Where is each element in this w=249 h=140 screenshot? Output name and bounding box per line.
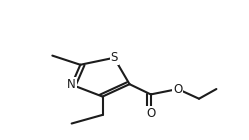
Text: O: O	[173, 82, 183, 95]
Text: O: O	[146, 107, 155, 120]
Text: N: N	[67, 78, 76, 91]
Text: S: S	[110, 51, 118, 64]
